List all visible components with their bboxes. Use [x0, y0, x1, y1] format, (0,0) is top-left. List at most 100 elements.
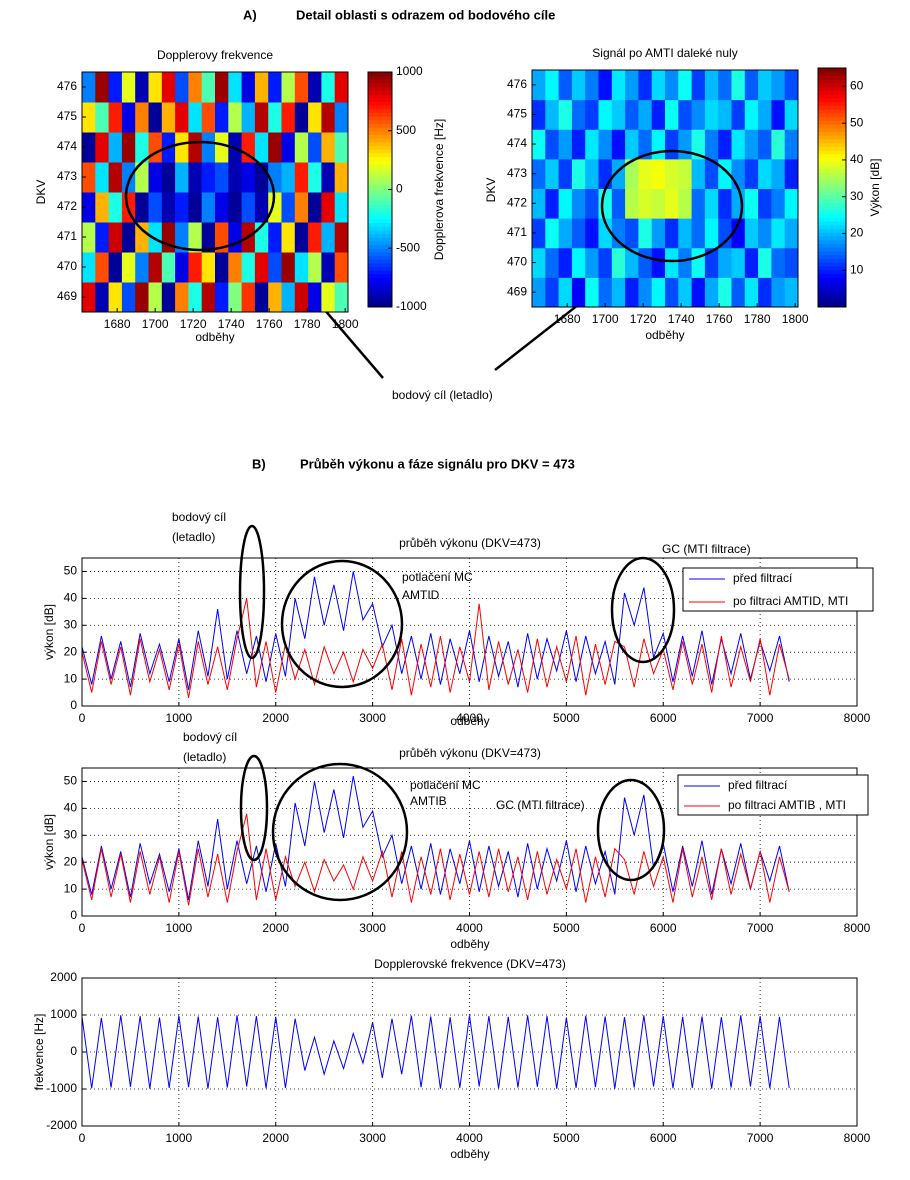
- colorbar-step: [368, 222, 392, 227]
- heatmap-cell: [691, 99, 706, 130]
- heatmap-cell: [121, 282, 136, 313]
- heatmap-cell: [638, 70, 653, 101]
- colorbar-step: [368, 295, 392, 301]
- heatmap-cell: [558, 99, 573, 130]
- x-tick-label: 1740: [668, 312, 695, 326]
- colorbar-step: [368, 204, 392, 209]
- colorbar-step: [818, 183, 846, 188]
- colorbar-step: [368, 75, 392, 80]
- heatmap-cell: [784, 188, 799, 219]
- heatmap-cell: [188, 222, 203, 253]
- heatmap-cell: [585, 129, 599, 160]
- y-tick-label: 50: [64, 564, 78, 578]
- heatmap-cell: [215, 162, 229, 193]
- heatmap-cell: [148, 222, 163, 253]
- legend-box: [677, 774, 869, 816]
- colorbar-step: [368, 299, 392, 304]
- heatmap-cell: [215, 132, 229, 163]
- colorbar-step: [818, 243, 846, 248]
- heatmap-cell: [691, 247, 706, 278]
- highlight-ellipse: [239, 754, 269, 862]
- annotation: GC (MTI filtrace): [496, 798, 585, 812]
- colorbar-step: [818, 277, 846, 282]
- colorbar-step: [368, 215, 392, 220]
- heatmap-cell: [201, 162, 216, 193]
- heatmap-cell: [294, 222, 309, 253]
- heatmap-cell: [108, 222, 123, 253]
- colorbar-step: [818, 168, 846, 174]
- heatmap-cell: [665, 218, 679, 249]
- heatmap-cell: [308, 102, 322, 133]
- x-tick-label: 1700: [142, 317, 169, 331]
- colorbar-step: [368, 229, 392, 235]
- x-tick-label: 6000: [650, 711, 677, 725]
- heatmap-cell: [95, 102, 110, 133]
- x-axis-label: odběhy: [195, 330, 234, 344]
- colorbar-step: [368, 218, 392, 224]
- heatmap-cell: [771, 277, 786, 308]
- y-tick-label: 470: [507, 255, 527, 269]
- x-tick-label: 1000: [166, 921, 193, 935]
- y-tick-label: 20: [64, 854, 78, 868]
- heatmap-cell: [704, 247, 719, 278]
- x-tick-label: 8000: [844, 711, 871, 725]
- heatmap-cell: [228, 282, 243, 313]
- heatmap-cell: [545, 188, 560, 219]
- colorbar-step: [368, 138, 392, 143]
- heatmap-cell: [718, 99, 732, 130]
- heatmap-cell: [532, 247, 546, 278]
- heatmap-cell: [718, 188, 732, 219]
- heatmap-cell: [334, 72, 349, 103]
- heatmap-cell: [691, 129, 706, 160]
- heatmap-cell: [121, 222, 136, 253]
- colorbar-step: [818, 161, 846, 166]
- colorbar-step: [368, 83, 392, 88]
- heatmap-cell: [95, 192, 110, 223]
- colorbar-step: [818, 228, 846, 233]
- x-tick-label: 3000: [359, 921, 386, 935]
- series-line: [81, 571, 790, 690]
- colorbar-step: [368, 123, 392, 128]
- colorbar-step: [368, 171, 392, 176]
- legend-label: před filtrací: [728, 778, 788, 792]
- colorbar-step: [368, 156, 392, 161]
- y-tick-label: 473: [507, 166, 527, 180]
- heatmap-cell: [175, 72, 189, 103]
- heatmap-cell: [771, 129, 786, 160]
- x-tick-label: 1720: [180, 317, 207, 331]
- heatmap-cell: [82, 72, 96, 103]
- x-tick-label: 4000: [456, 921, 483, 935]
- colorbar-step: [368, 174, 392, 179]
- colorbar-step: [818, 79, 846, 84]
- colorbar-step: [818, 250, 846, 256]
- heatmap-cell: [545, 218, 560, 249]
- colorbar-step: [368, 112, 392, 117]
- heatmap-cell: [665, 99, 679, 130]
- colorbar-step: [818, 209, 846, 215]
- colorbar-step: [818, 247, 846, 252]
- heatmap-cell: [148, 192, 163, 223]
- heatmap-cell: [784, 99, 799, 130]
- heatmap-cell: [294, 162, 309, 193]
- y-tick-label: 0: [70, 908, 77, 922]
- heatmap-cell: [731, 188, 746, 219]
- annotation: (letadlo): [172, 530, 215, 544]
- heatmap-cell: [188, 162, 203, 193]
- colorbar-step: [818, 157, 846, 162]
- heatmap-cell: [784, 247, 799, 278]
- heatmap-cell: [135, 162, 149, 193]
- heatmap-cell: [254, 252, 269, 283]
- x-tick-label: 2000: [262, 921, 289, 935]
- colorbar-label: Výkon [dB]: [868, 158, 882, 216]
- colorbar-step: [368, 233, 392, 238]
- colorbar-step: [368, 116, 392, 121]
- chart-title: Signál po AMTI daleké nuly: [592, 46, 737, 60]
- highlight-ellipse: [238, 524, 266, 660]
- heatmap-cell: [731, 99, 746, 130]
- x-tick-label: 3000: [359, 711, 386, 725]
- heatmap-cell: [228, 252, 243, 283]
- colorbar-step: [368, 152, 392, 157]
- colorbar-step: [818, 146, 846, 151]
- y-tick-label: 473: [57, 169, 77, 183]
- x-axis-label: odběhy: [450, 714, 489, 728]
